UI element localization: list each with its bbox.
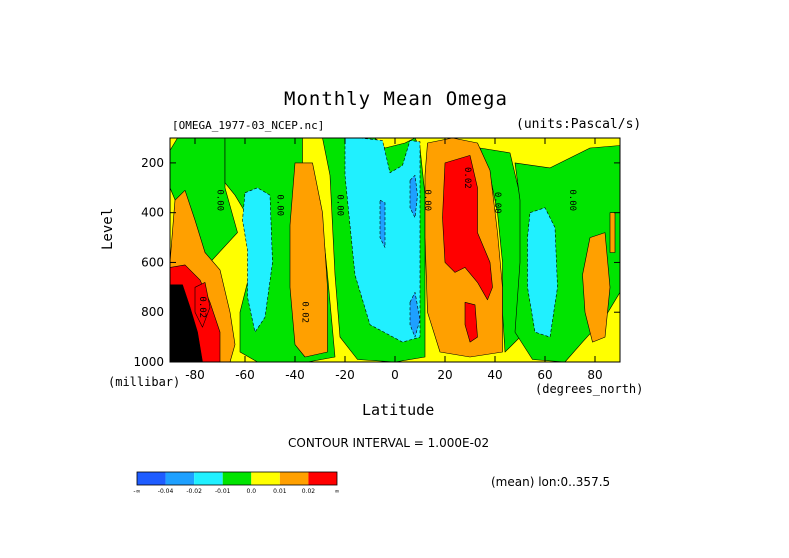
contour-region-18 xyxy=(170,284,203,362)
x-tick-label-8: 80 xyxy=(587,368,602,382)
y-tick-label-3: 800 xyxy=(141,305,164,319)
colorbar-label-5: 0.01 xyxy=(273,488,287,495)
x-axis-label: Latitude xyxy=(362,401,435,419)
y-axis-unit: (millibar) xyxy=(108,375,181,389)
x-tick-label-2: -40 xyxy=(285,368,305,382)
contour-region-19 xyxy=(379,199,386,248)
contour-region-7 xyxy=(242,187,273,333)
contour-region-10 xyxy=(289,162,328,358)
y-tick-label-1: 400 xyxy=(141,206,164,220)
contour-fill-group xyxy=(170,138,620,362)
colorbar-swatch-5 xyxy=(279,472,309,485)
contour-interval-label: CONTOUR INTERVAL = 1.000E-02 xyxy=(288,436,490,450)
colorbar-swatch-4 xyxy=(251,472,280,485)
colorbar-label-7: ∞ xyxy=(335,488,340,495)
x-tick-label-1: -60 xyxy=(235,368,255,382)
colorbar-swatch-1 xyxy=(165,472,195,485)
contour-region-21 xyxy=(409,291,421,338)
contour-region-13 xyxy=(609,212,616,253)
colorbar-label-1: -0.04 xyxy=(158,488,174,495)
contour-label-1: 0.00 xyxy=(275,194,285,216)
file-name-label: [OMEGA_1977-03_NCEP.nc] xyxy=(172,119,325,132)
colorbar-label-4: 0.0 xyxy=(247,488,257,495)
contour-label-6: 0.00 xyxy=(567,189,577,211)
contour-label-0: 0.00 xyxy=(215,189,225,211)
colorbar-label-6: 0.02 xyxy=(302,488,316,495)
x-axis-unit: (degrees_north) xyxy=(535,382,644,396)
contour-region-20 xyxy=(409,175,418,218)
x-tick-label-6: 40 xyxy=(487,368,502,382)
contour-region-8 xyxy=(527,207,558,338)
contour-region-15 xyxy=(194,282,211,328)
contour-label-3: 0.00 xyxy=(422,189,432,211)
mean-longitude-label: (mean) lon:0..357.5 xyxy=(491,475,611,489)
x-tick-label-5: 20 xyxy=(437,368,452,382)
x-tick-label-7: 60 xyxy=(537,368,552,382)
x-tick-label-0: -80 xyxy=(185,368,205,382)
x-tick-label-4: 0 xyxy=(391,368,399,382)
contour-label-8: 0.02 xyxy=(197,296,207,318)
contour-region-12 xyxy=(582,232,611,343)
y-tick-label-0: 200 xyxy=(141,156,164,170)
contour-label-4: 0.02 xyxy=(462,167,472,189)
colorbar-swatch-6 xyxy=(308,472,337,485)
colorbar-swatch-0 xyxy=(137,472,166,485)
y-tick-label-4: 1000 xyxy=(133,355,164,369)
colorbar-label-2: -0.02 xyxy=(186,488,202,495)
units-label: (units:Pascal/s) xyxy=(516,117,642,132)
contour-region-16 xyxy=(442,155,493,301)
colorbar-label-3: -0.01 xyxy=(215,488,231,495)
x-tick-label-3: -20 xyxy=(335,368,355,382)
colorbar-swatch-3 xyxy=(222,472,252,485)
contour-region-17 xyxy=(464,301,478,343)
contour-label-5: 0.00 xyxy=(492,192,502,214)
contour-label-7: 0.02 xyxy=(300,301,310,323)
chart-title: Monthly Mean Omega xyxy=(284,88,508,110)
contour-region-4 xyxy=(479,147,526,353)
colorbar-swatch-2 xyxy=(194,472,223,485)
colorbar-label-0: -∞ xyxy=(133,488,140,495)
colorbar-frame xyxy=(136,471,338,486)
contour-label-2: 0.00 xyxy=(335,194,345,216)
y-tick-label-2: 600 xyxy=(141,255,164,269)
